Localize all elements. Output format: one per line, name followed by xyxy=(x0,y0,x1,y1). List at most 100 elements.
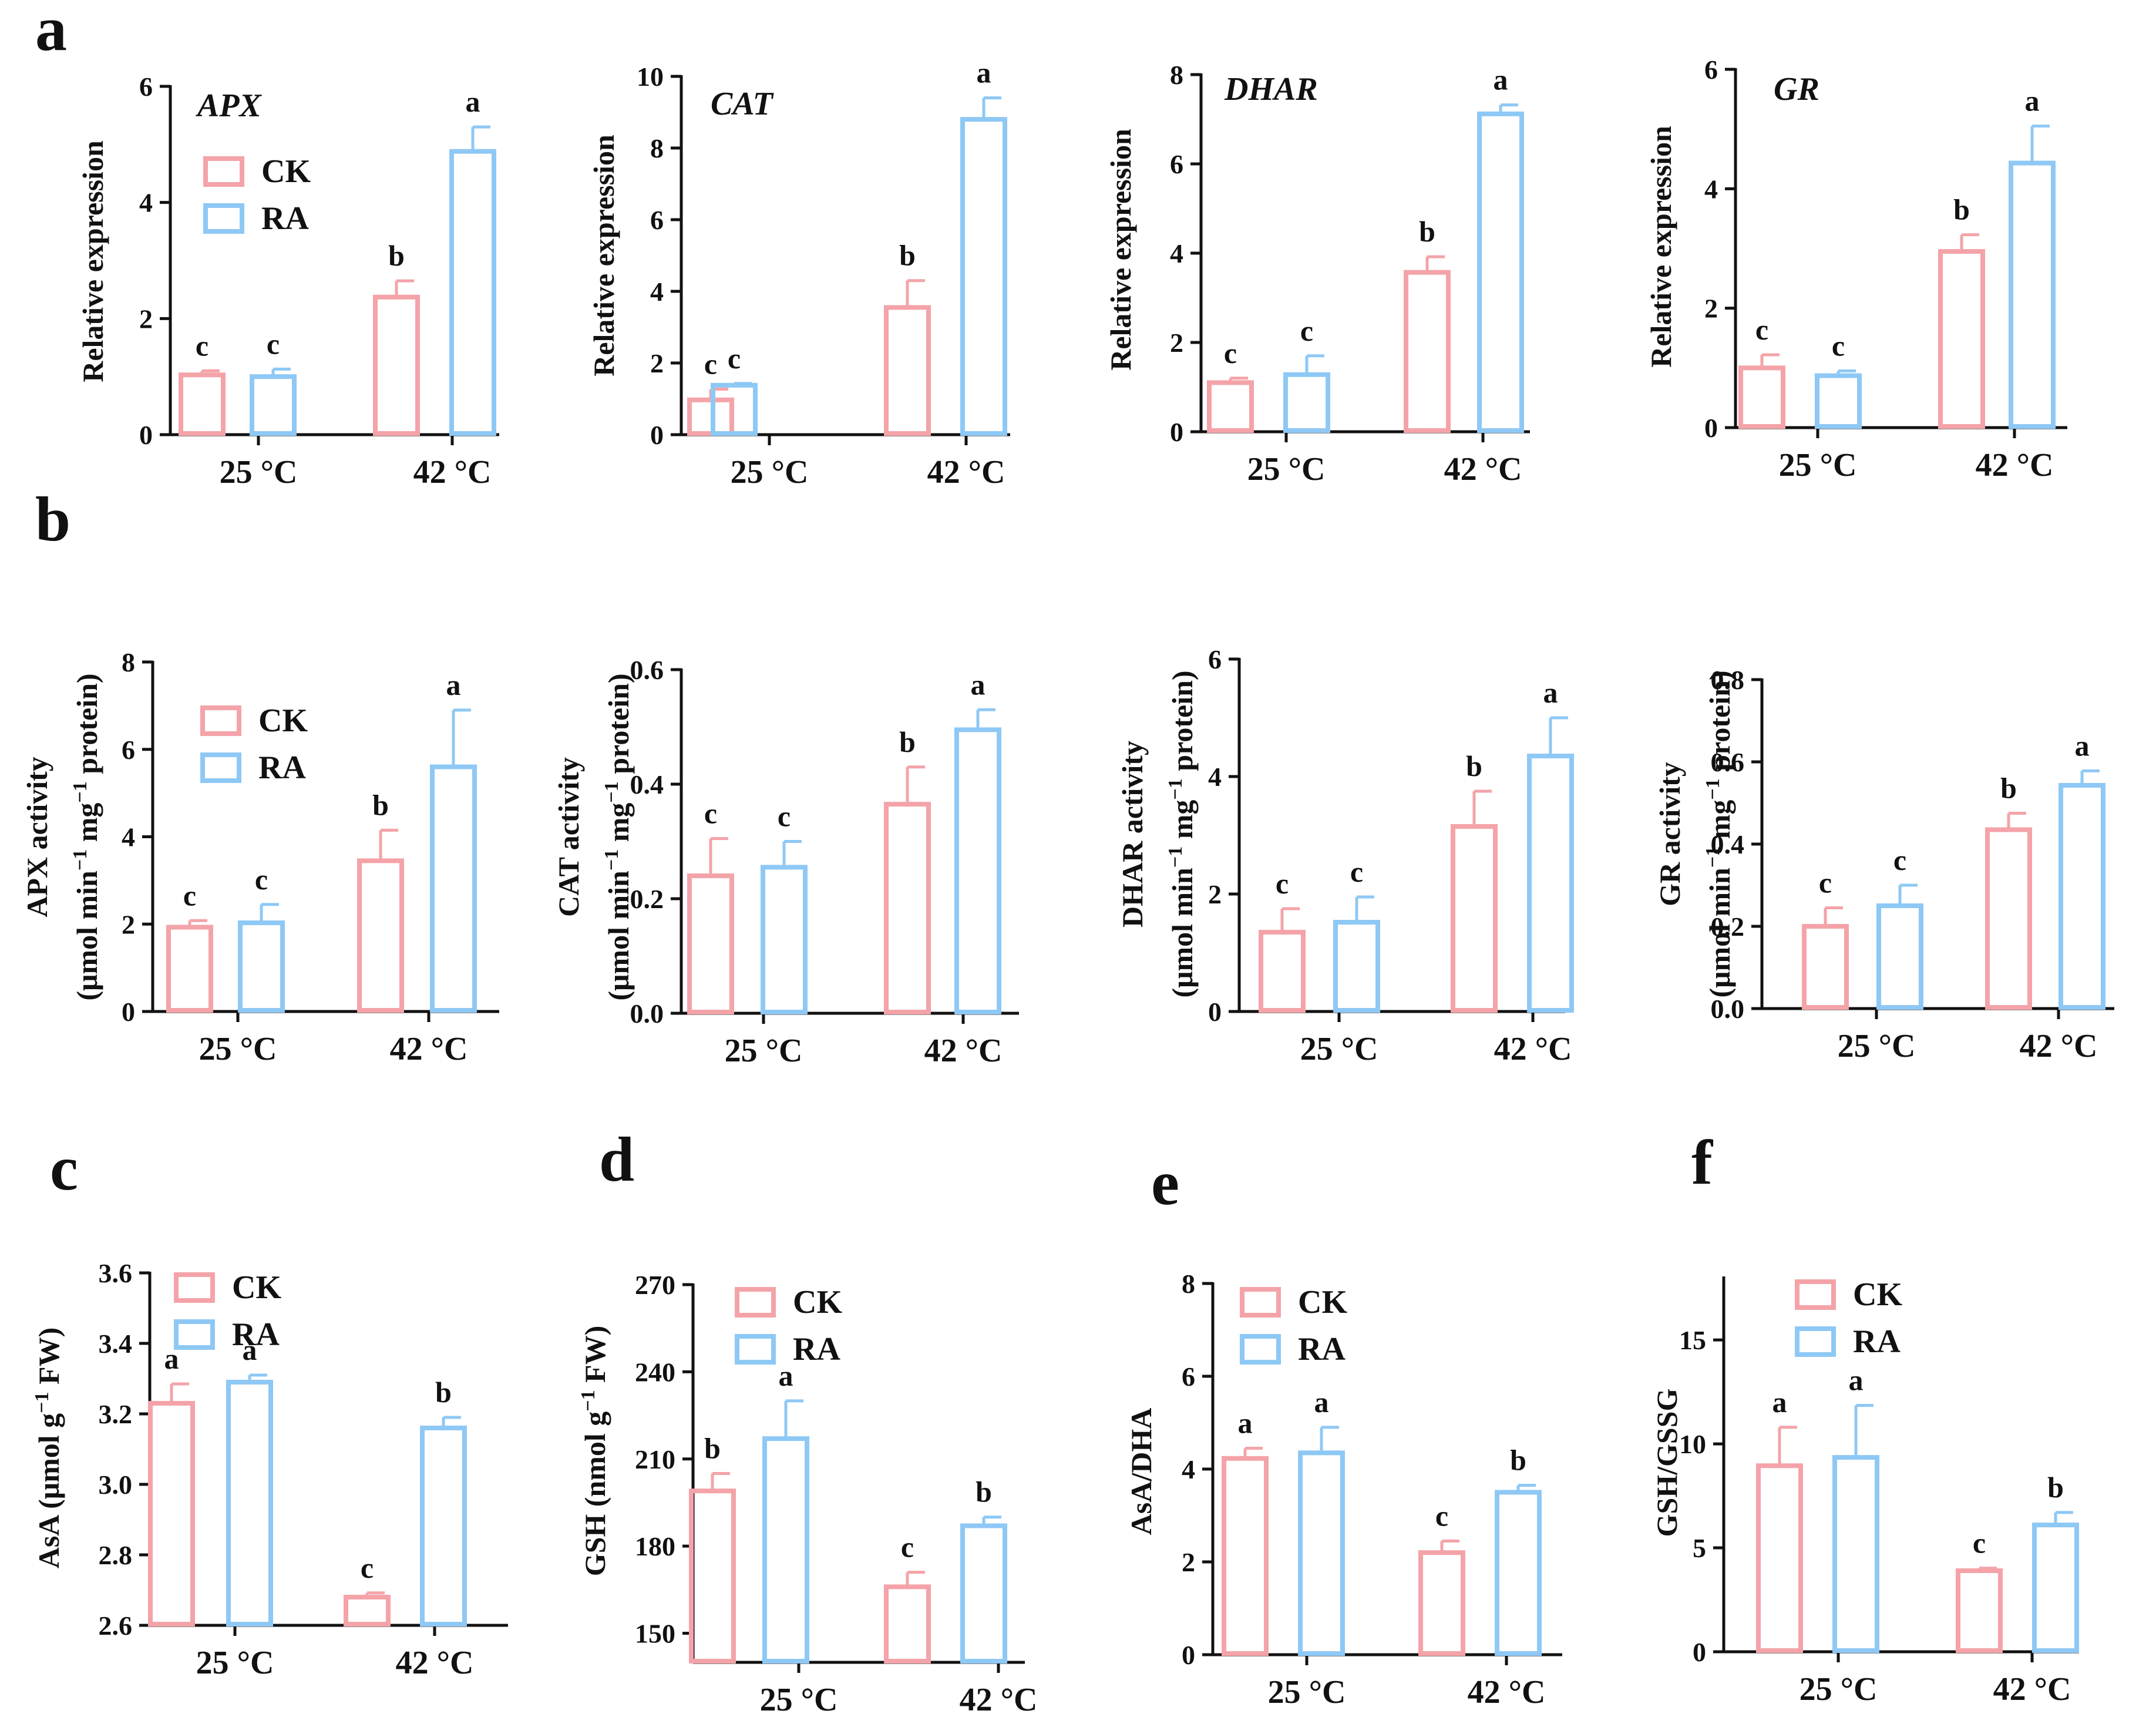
y-tick-label: 6 xyxy=(1182,1362,1195,1392)
legend-label-ra: RA xyxy=(793,1331,840,1367)
significance-letter: b xyxy=(976,1476,992,1508)
legend-swatch-ck xyxy=(200,705,241,736)
y-tick-label: 8 xyxy=(650,133,664,163)
y-tick-label: 2.8 xyxy=(99,1540,133,1570)
y-axis-label: GSH (nmol g−1 FW) xyxy=(577,1326,612,1577)
significance-letter: c xyxy=(1832,329,1845,362)
x-category-label: 25 °C xyxy=(196,1645,274,1681)
y-axis-label: GR activity xyxy=(1653,762,1686,906)
chart-panel-b4: 0.0 0.2 0.4 0.6 0.8 25 °C 42 °C c b c a GR activity… xyxy=(1653,665,2114,1064)
bar-ck xyxy=(1222,1456,1269,1656)
significance-letter: c xyxy=(704,797,717,830)
y-tick-label: 0 xyxy=(139,420,153,450)
y-tick-label: 210 xyxy=(635,1444,675,1474)
gene-label: CAT xyxy=(711,86,775,122)
y-tick-label: 0.2 xyxy=(630,884,664,914)
y-tick-label: 6 xyxy=(122,735,135,765)
bar-ck xyxy=(1738,365,1785,429)
significance-letter: c xyxy=(267,327,280,360)
y-axis-label: AsA (μmol g−1 FW) xyxy=(31,1328,66,1569)
bar-ra xyxy=(430,764,477,1013)
y-tick-label: 4 xyxy=(1208,762,1222,792)
legend-label-ra: RA xyxy=(258,750,306,786)
y-tick-label: 8 xyxy=(122,647,135,677)
y-tick-label: 0.2 xyxy=(1711,912,1745,942)
legend-swatch-ra xyxy=(735,1334,776,1365)
bar-ck xyxy=(687,873,734,1014)
y-tick-label: 4 xyxy=(139,188,153,218)
y-axis-label: AsA/DHA xyxy=(1125,1408,1158,1535)
bar-ra xyxy=(1283,372,1330,433)
x-category-label: 25 °C xyxy=(1300,1031,1378,1067)
bar-ra xyxy=(238,920,285,1013)
legend-label-ck: CK xyxy=(793,1284,842,1320)
significance-letter: c xyxy=(361,1551,374,1584)
y-tick-label: 3.2 xyxy=(99,1399,133,1429)
significance-letter: b xyxy=(372,788,389,821)
gene-label: GR xyxy=(1774,71,1819,107)
y-axis-label-units: (μmol min−1 mg−1 protein) xyxy=(1165,670,1199,997)
legend-label-ra: RA xyxy=(1853,1323,1901,1360)
bar-ra xyxy=(449,149,496,436)
significance-letter: c xyxy=(901,1531,914,1564)
chart-panel-a1: a 0 2 4 6 25 °C 42 °C c b c a APX CK RA Relative expre… xyxy=(35,0,499,490)
bar-ra xyxy=(1876,903,1923,1010)
bar-ck xyxy=(1756,1463,1803,1654)
y-axis-label: GSH/GSSG xyxy=(1650,1389,1683,1537)
legend-label-ra: RA xyxy=(261,200,309,237)
significance-letter: c xyxy=(1755,313,1768,346)
bar-ck xyxy=(179,372,226,436)
x-category-label: 25 °C xyxy=(1838,1028,1916,1064)
significance-letter: c xyxy=(1276,867,1289,900)
y-tick-label: 15 xyxy=(1679,1325,1706,1355)
significance-letter: b xyxy=(2047,1471,2064,1504)
y-tick-label: 2 xyxy=(1704,294,1718,324)
legend-swatch-ra xyxy=(1795,1326,1836,1357)
legend-swatch-ck xyxy=(1795,1279,1836,1310)
y-tick-label: 0 xyxy=(650,420,664,450)
bar-ck xyxy=(373,294,420,436)
bar-ck xyxy=(166,925,213,1013)
x-category-label: 42 °C xyxy=(2020,1028,2098,1064)
x-category-label: 25 °C xyxy=(725,1033,803,1069)
panel-letter: f xyxy=(1691,1128,1714,1198)
y-tick-label: 0.0 xyxy=(1711,994,1745,1024)
significance-letter: a xyxy=(977,56,991,89)
chart-panel-d: d 150 180 210 240 270 25 °C 42 °C b c a b CK RA GSH (n… xyxy=(577,1125,1038,1718)
y-tick-label: 180 xyxy=(635,1531,675,1561)
x-category-label: 42 °C xyxy=(1494,1031,1572,1067)
bar-ra xyxy=(420,1426,467,1627)
y-tick-label: 4 xyxy=(1182,1454,1195,1484)
legend-swatch-ra xyxy=(1240,1334,1281,1365)
x-category-label: 25 °C xyxy=(760,1682,838,1718)
x-category-label: 42 °C xyxy=(413,454,492,490)
bar-ra xyxy=(762,1436,809,1664)
chart-panel-c: c2.62.83.03.23.43.625 °C 42 °CacabCKRAAsA… xyxy=(31,1134,508,1681)
significance-letter: b xyxy=(1466,750,1482,782)
bar-ra xyxy=(1477,111,1524,433)
significance-letter: a xyxy=(1314,1386,1329,1419)
bar-ck xyxy=(357,858,404,1013)
bar-ra xyxy=(2009,160,2056,429)
significance-letter: a xyxy=(2075,729,2090,762)
x-category-label: 25 °C xyxy=(199,1031,277,1067)
panel-letter: b xyxy=(35,485,70,555)
bar-ra xyxy=(1815,373,1862,429)
y-tick-label: 0.4 xyxy=(630,769,664,799)
significance-letter: a xyxy=(779,1359,793,1392)
y-tick-label: 0 xyxy=(1182,1640,1195,1670)
x-category-label: 42 °C xyxy=(924,1033,1003,1069)
significance-letter: b xyxy=(899,725,916,758)
significance-letter: b xyxy=(899,239,916,272)
significance-letter: c xyxy=(1300,314,1313,347)
y-tick-label: 2 xyxy=(1208,879,1222,909)
significance-letter: c xyxy=(183,879,196,912)
y-tick-label: 4 xyxy=(650,277,664,307)
bar-ck xyxy=(884,1584,931,1664)
y-tick-label: 0.6 xyxy=(1711,747,1745,777)
x-category-label: 42 °C xyxy=(396,1645,474,1681)
significance-letter: b xyxy=(1953,193,1970,226)
bar-ck xyxy=(148,1401,195,1627)
legend-label-ra: RA xyxy=(232,1316,280,1353)
y-tick-label: 0 xyxy=(1704,413,1718,443)
